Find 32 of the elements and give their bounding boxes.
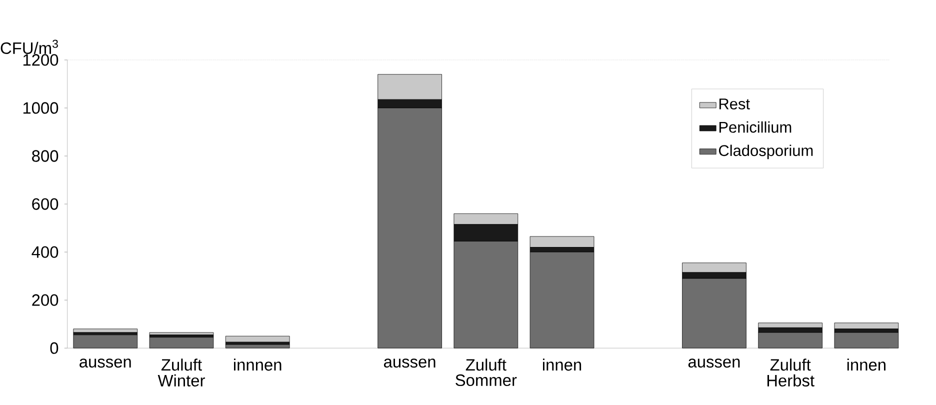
y-axis-title: CFU/m$^{3}$ xyxy=(0,40,58,54)
legend-label: Cladosporium xyxy=(718,144,813,160)
x-tick-label: aussen xyxy=(80,358,131,368)
bar xyxy=(834,322,899,330)
text: Herbst xyxy=(767,374,814,386)
y-tick-label: 1200 xyxy=(23,54,58,66)
x-tick-label: Zuluft xyxy=(161,358,202,371)
x-tick-label: innnen xyxy=(234,358,282,371)
bar xyxy=(73,334,138,348)
bar xyxy=(834,332,899,348)
y-tick-label: 800 xyxy=(32,150,58,162)
bar xyxy=(149,337,214,348)
x-tick-label: aussen xyxy=(384,358,436,368)
x-tick-label: innen xyxy=(543,358,582,371)
bar xyxy=(758,322,822,328)
y-tick-label: 400 xyxy=(32,246,58,258)
legend-label: Penicillium xyxy=(719,121,792,133)
legend-label: Rest xyxy=(719,98,750,110)
y-tick-label: 1000 xyxy=(23,102,58,114)
x-tick-label: Zuluft xyxy=(466,358,506,371)
y-tick-label: 600 xyxy=(32,198,58,210)
bar xyxy=(530,236,594,248)
text: Sommer xyxy=(456,374,517,386)
bar xyxy=(149,332,214,336)
x-tick-label: aussen xyxy=(688,358,740,368)
x-tick-label: Zuluft xyxy=(770,358,811,371)
x-tick-label: innen xyxy=(847,358,886,371)
text: Winter xyxy=(158,374,205,386)
y-tick-label: 0 xyxy=(50,342,58,354)
bar xyxy=(225,336,290,342)
y-tick-label: 200 xyxy=(32,294,58,306)
bar xyxy=(225,344,290,348)
